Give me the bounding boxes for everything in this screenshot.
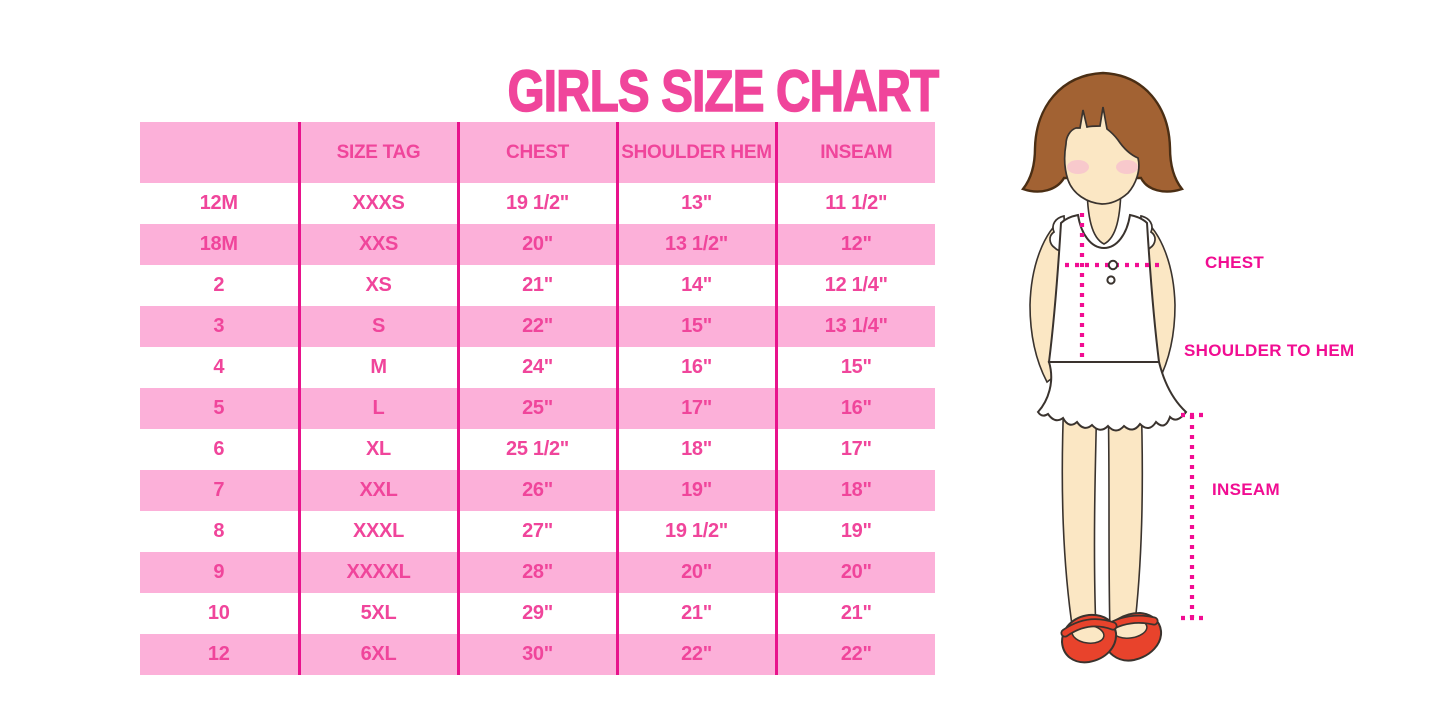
table-row: 3 S 22" 15" 13 1/4" (140, 306, 935, 347)
table-row: 10 5XL 29" 21" 21" (140, 593, 935, 634)
header-size-tag: SIZE TAG (297, 122, 458, 183)
cell-chest: 19 1/2" (456, 183, 617, 224)
left-leg (1061, 394, 1098, 633)
bodice (1047, 213, 1161, 363)
table-row: 9 XXXXL 28" 20" 20" (140, 552, 935, 593)
cell-size-tag: 5XL (297, 593, 458, 634)
cell-shoulder-hem: 16" (615, 347, 776, 388)
cell-inseam: 12" (774, 224, 935, 265)
cell-size: 10 (140, 593, 299, 634)
cell-size-tag: M (297, 347, 458, 388)
cell-shoulder-hem: 19 1/2" (615, 511, 776, 552)
cell-shoulder-hem: 22" (615, 634, 776, 675)
cell-inseam: 18" (774, 470, 935, 511)
cell-chest: 25 1/2" (456, 429, 617, 470)
cell-inseam: 15" (774, 347, 935, 388)
cell-shoulder-hem: 21" (615, 593, 776, 634)
table-row: 12 6XL 30" 22" 22" (140, 634, 935, 675)
table-row: 12M XXXS 19 1/2" 13" 11 1/2" (140, 183, 935, 224)
table-row: 8 XXXL 27" 19 1/2" 19" (140, 511, 935, 552)
table-row: 5 L 25" 17" 16" (140, 388, 935, 429)
cell-chest: 27" (456, 511, 617, 552)
cell-chest: 24" (456, 347, 617, 388)
inseam-label: INSEAM (1212, 480, 1280, 499)
cell-shoulder-hem: 20" (615, 552, 776, 593)
cell-size: 5 (140, 388, 299, 429)
right-blush (1116, 160, 1138, 174)
cell-shoulder-hem: 13" (615, 183, 776, 224)
left-shoe (1060, 613, 1118, 664)
cell-size: 12 (140, 634, 299, 675)
cell-chest: 25" (456, 388, 617, 429)
table-row: 18M XXS 20" 13 1/2" 12" (140, 224, 935, 265)
table-row: 7 XXL 26" 19" 18" (140, 470, 935, 511)
cell-size: 12M (140, 183, 299, 224)
cell-size: 4 (140, 347, 299, 388)
cell-shoulder-hem: 15" (615, 306, 776, 347)
cell-shoulder-hem: 14" (615, 265, 776, 306)
cell-inseam: 20" (774, 552, 935, 593)
cell-inseam: 11 1/2" (774, 183, 935, 224)
header-inseam: INSEAM (774, 122, 935, 183)
table-row: 4 M 24" 16" 15" (140, 347, 935, 388)
header-size (140, 122, 299, 183)
skirt (1036, 361, 1188, 432)
cell-size: 8 (140, 511, 299, 552)
cell-shoulder-hem: 13 1/2" (615, 224, 776, 265)
cell-size-tag: XXXXL (297, 552, 458, 593)
cell-chest: 26" (456, 470, 617, 511)
cell-size-tag: XXXL (297, 511, 458, 552)
size-chart-table: SIZE TAG CHEST SHOULDER HEM INSEAM 12M X… (140, 122, 935, 675)
cell-size: 3 (140, 306, 299, 347)
cell-inseam: 13 1/4" (774, 306, 935, 347)
cell-inseam: 19" (774, 511, 935, 552)
cell-size-tag: XXS (297, 224, 458, 265)
cell-size-tag: L (297, 388, 458, 429)
cell-size: 7 (140, 470, 299, 511)
cell-shoulder-hem: 17" (615, 388, 776, 429)
shoulder-to-hem-label: SHOULDER TO HEM (1184, 341, 1355, 360)
bottom-button (1106, 275, 1116, 285)
header-shoulder-hem: SHOULDER HEM (615, 122, 776, 183)
cell-chest: 30" (456, 634, 617, 675)
cell-chest: 21" (456, 265, 617, 306)
chest-label: CHEST (1205, 253, 1265, 272)
cell-chest: 29" (456, 593, 617, 634)
cell-size: 18M (140, 224, 299, 265)
cell-inseam: 21" (774, 593, 935, 634)
cell-inseam: 12 1/4" (774, 265, 935, 306)
cell-size: 9 (140, 552, 299, 593)
girl-illustration (1021, 71, 1204, 664)
cell-inseam: 16" (774, 388, 935, 429)
cell-size-tag: S (297, 306, 458, 347)
table-header-row: SIZE TAG CHEST SHOULDER HEM INSEAM (140, 122, 935, 183)
cell-inseam: 22" (774, 634, 935, 675)
cell-size-tag: XXL (297, 470, 458, 511)
cell-size: 6 (140, 429, 299, 470)
left-blush (1067, 160, 1089, 174)
table-row: 2 XS 21" 14" 12 1/4" (140, 265, 935, 306)
cell-size-tag: XS (297, 265, 458, 306)
table-row: 6 XL 25 1/2" 18" 17" (140, 429, 935, 470)
top-button (1107, 259, 1119, 271)
cell-inseam: 17" (774, 429, 935, 470)
header-chest: CHEST (456, 122, 617, 183)
page-title: GIRLS SIZE CHART (506, 58, 939, 124)
cell-shoulder-hem: 19" (615, 470, 776, 511)
cell-size-tag: XXXS (297, 183, 458, 224)
cell-size-tag: XL (297, 429, 458, 470)
cell-size: 2 (140, 265, 299, 306)
face (1063, 106, 1140, 205)
cell-chest: 22" (456, 306, 617, 347)
cell-chest: 28" (456, 552, 617, 593)
cell-shoulder-hem: 18" (615, 429, 776, 470)
cell-chest: 20" (456, 224, 617, 265)
cell-size-tag: 6XL (297, 634, 458, 675)
